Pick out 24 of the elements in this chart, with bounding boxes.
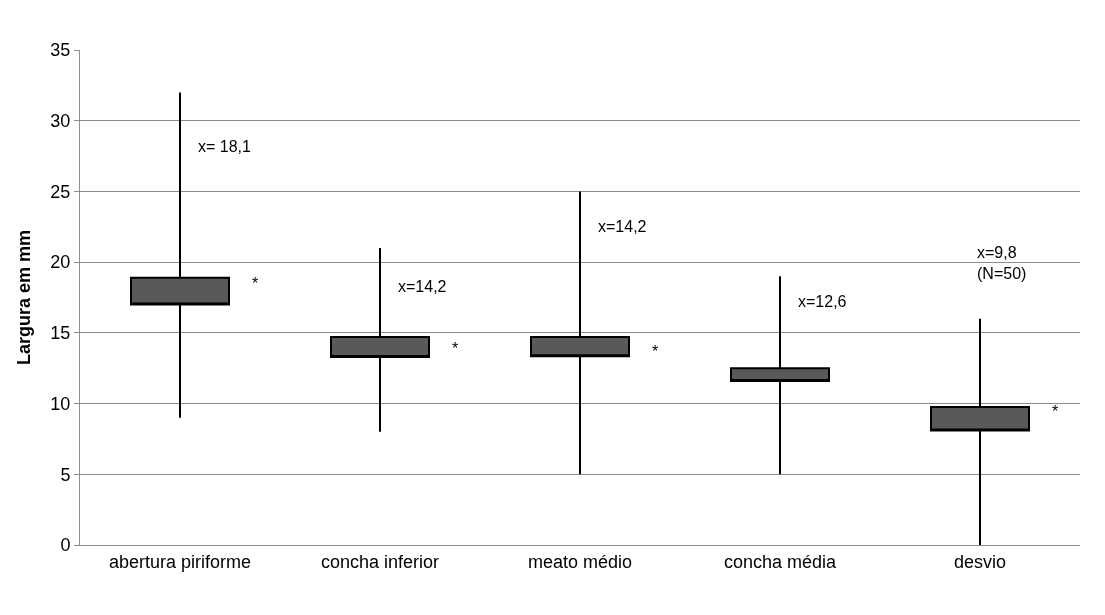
y-tick-label: 0 bbox=[60, 535, 71, 556]
y-axis-title: Largura em mm bbox=[13, 229, 34, 366]
annotation: * bbox=[652, 343, 659, 360]
y-tick-label: 20 bbox=[50, 252, 71, 273]
y-tick-label: 10 bbox=[50, 393, 71, 414]
annotation: x= 18,1 bbox=[198, 138, 252, 155]
annotation: x=9,8 (N=50) bbox=[977, 244, 1027, 282]
x-tick-label: concha inferior bbox=[320, 551, 440, 572]
x-tick-label: abertura piriforme bbox=[108, 551, 252, 572]
candlestick bbox=[930, 317, 1030, 545]
y-tick-label: 30 bbox=[50, 111, 71, 132]
annotation: x=14,2 bbox=[398, 278, 447, 295]
x-tick-label: meato médio bbox=[527, 551, 633, 572]
y-tick-label: 25 bbox=[50, 181, 71, 202]
annotation: * bbox=[252, 275, 259, 292]
annotation: * bbox=[1052, 403, 1059, 420]
y-tick-label: 5 bbox=[60, 464, 71, 485]
annotation: x=12,6 bbox=[798, 293, 847, 310]
annotation: x=14,2 bbox=[598, 218, 647, 235]
y-tick-label: 35 bbox=[50, 40, 71, 61]
x-tick-label: desvio bbox=[953, 551, 1007, 572]
x-tick-label: concha média bbox=[723, 551, 838, 572]
y-tick-label: 15 bbox=[50, 323, 71, 344]
annotation: * bbox=[452, 340, 459, 357]
